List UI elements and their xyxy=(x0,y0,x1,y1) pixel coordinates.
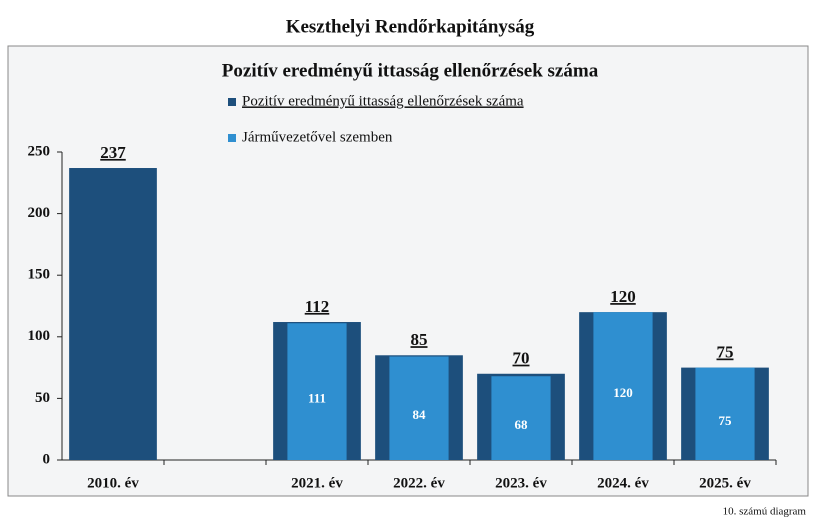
x-tick-label: 2023. év xyxy=(495,475,547,491)
value-label: 84 xyxy=(413,407,427,422)
page: {"chart_data": {"type": "bar", "title": … xyxy=(0,0,819,529)
value-label: 68 xyxy=(515,417,529,432)
value-label: 120 xyxy=(610,287,636,306)
value-label: 237 xyxy=(100,143,126,162)
value-label: 111 xyxy=(308,391,326,406)
legend-swatch xyxy=(228,98,236,106)
footnote: 10. számú diagram xyxy=(723,506,807,518)
x-tick-label: 2022. év xyxy=(393,475,445,491)
legend-swatch xyxy=(228,134,236,142)
value-label: 120 xyxy=(613,385,633,400)
bar xyxy=(69,168,157,460)
legend-label: Pozitív eredményű ittasság ellenőrzések … xyxy=(242,93,524,109)
y-tick-label: 50 xyxy=(35,390,50,406)
value-label: 75 xyxy=(717,343,734,362)
x-tick-label: 2024. év xyxy=(597,475,649,491)
chart-title: Pozitív eredményű ittasság ellenőrzések … xyxy=(222,60,599,81)
y-tick-label: 0 xyxy=(43,451,51,467)
y-tick-label: 100 xyxy=(28,328,51,344)
value-label: 75 xyxy=(719,413,733,428)
y-tick-label: 250 xyxy=(28,143,51,159)
value-label: 70 xyxy=(513,349,530,368)
chart-header: Keszthelyi Rendőrkapitányság xyxy=(286,16,535,37)
chart: Keszthelyi Rendőrkapitányság Pozitív ere… xyxy=(0,0,819,524)
y-tick-label: 200 xyxy=(28,205,51,221)
x-tick-label: 2021. év xyxy=(291,475,343,491)
y-tick-label: 150 xyxy=(28,267,51,283)
x-tick-label: 2025. év xyxy=(699,475,751,491)
legend-label: Járművezetővel szemben xyxy=(242,129,393,145)
value-label: 112 xyxy=(305,297,330,316)
x-tick-label: 2010. év xyxy=(87,475,139,491)
value-label: 85 xyxy=(411,330,428,349)
